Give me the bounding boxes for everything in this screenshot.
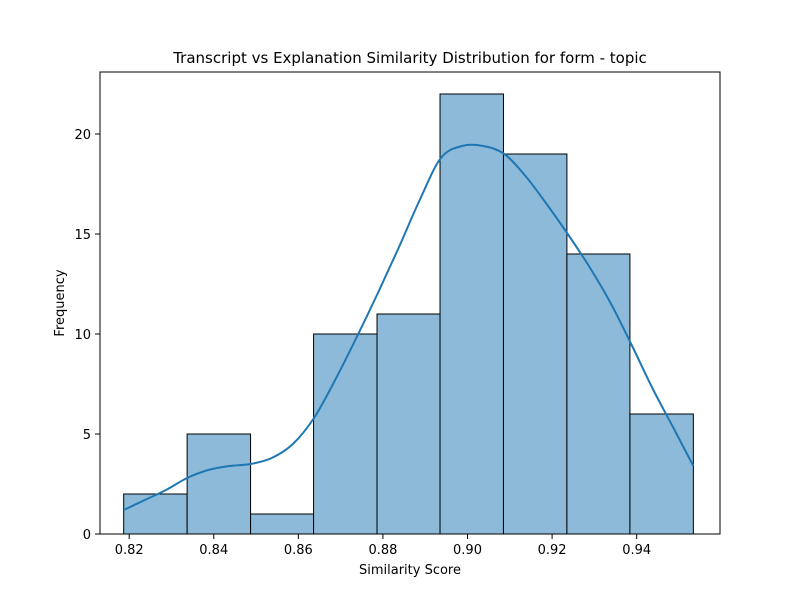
kde-line	[123, 143, 695, 511]
histogram-bar	[250, 513, 315, 535]
y-tick-label: 15	[74, 228, 91, 243]
y-axis-label: Frequency	[53, 269, 68, 336]
x-axis-label: Similarity Score	[359, 563, 461, 578]
x-tick-label: 0.82	[115, 543, 144, 558]
y-tick-label: 0	[83, 528, 91, 543]
histogram-bar	[502, 153, 568, 535]
bars-layer	[123, 93, 694, 535]
y-tick-label: 10	[74, 328, 91, 343]
x-tick-label: 0.86	[284, 543, 313, 558]
x-tick-label: 0.88	[368, 543, 397, 558]
histogram-bar	[376, 313, 441, 535]
y-axis-ticks: 0 5 10 15 20	[74, 128, 100, 543]
x-axis-ticks: 0.82 0.84 0.86 0.88 0.90 0.92 0.94	[115, 534, 651, 558]
histogram-bar	[186, 433, 252, 535]
histogram-bar	[439, 93, 504, 535]
chart-title: Transcript vs Explanation Similarity Dis…	[172, 49, 647, 67]
histogram-bar	[629, 413, 694, 535]
y-tick-label: 20	[74, 128, 91, 143]
x-tick-label: 0.84	[199, 543, 228, 558]
histogram-bar	[313, 333, 378, 535]
plot-area-frame	[99, 71, 721, 535]
y-tick-label: 5	[83, 428, 91, 443]
x-tick-label: 0.94	[622, 543, 651, 558]
x-tick-label: 0.90	[453, 543, 482, 558]
x-tick-label: 0.92	[538, 543, 567, 558]
histogram-bar	[566, 253, 631, 535]
histogram-bar	[123, 493, 188, 535]
